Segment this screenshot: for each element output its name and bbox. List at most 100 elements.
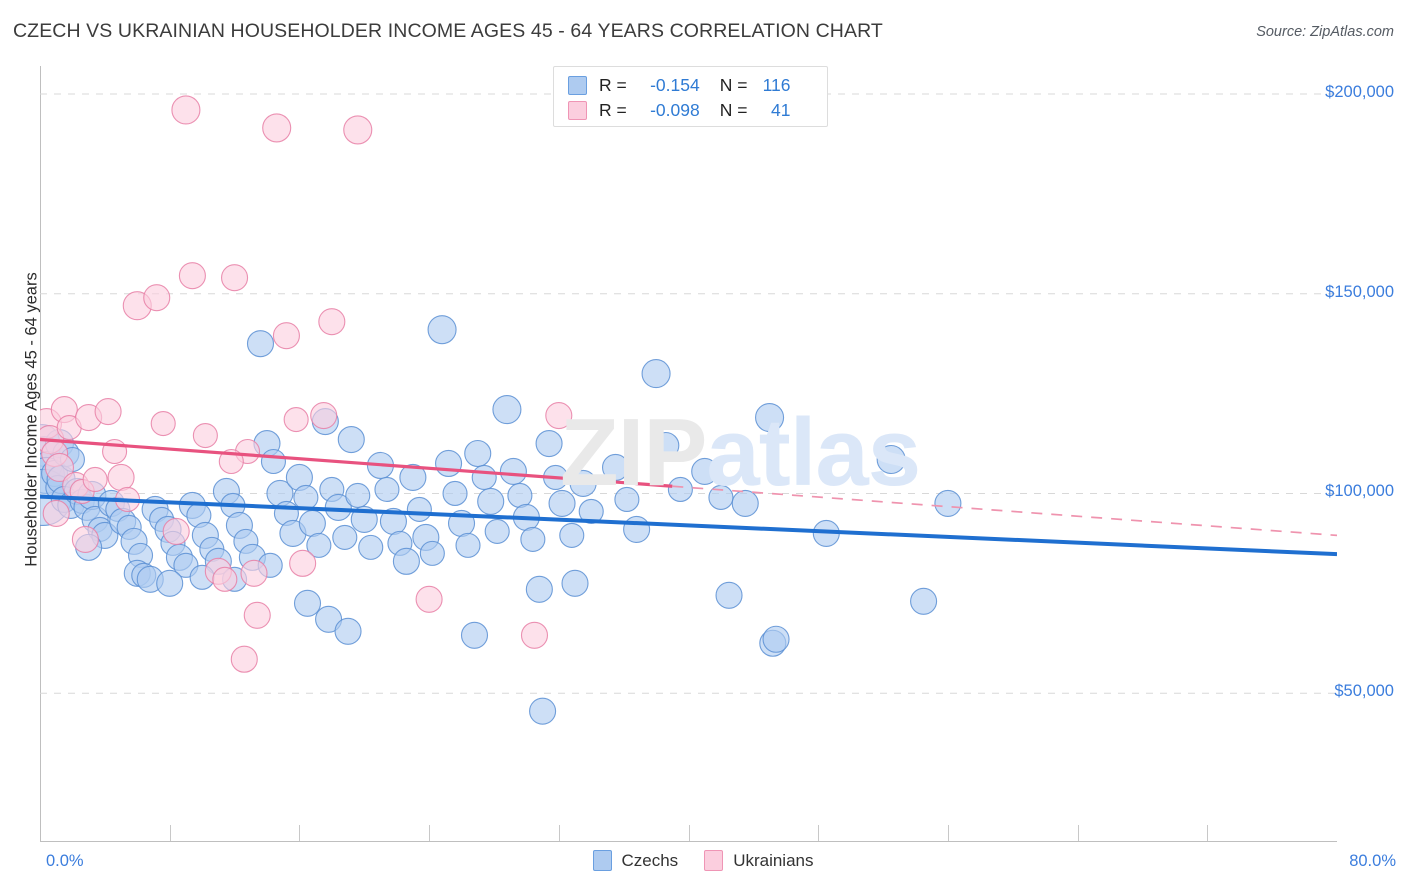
data-point[interactable] [171,95,201,125]
data-point[interactable] [156,569,184,597]
data-point[interactable] [492,395,522,425]
data-point[interactable] [246,330,275,358]
data-point[interactable] [289,549,317,577]
data-point[interactable] [345,482,371,508]
data-point[interactable] [283,406,309,433]
data-point[interactable] [293,589,322,617]
data-point[interactable] [406,496,432,522]
data-point[interactable] [162,517,190,545]
data-point[interactable] [399,463,427,492]
data-point[interactable] [545,401,573,430]
data-point[interactable] [332,524,358,550]
data-point[interactable] [306,532,332,558]
data-point[interactable] [691,457,719,486]
data-point[interactable] [71,525,99,553]
data-point[interactable] [731,489,759,517]
data-point[interactable] [143,284,171,312]
data-point[interactable] [419,540,445,566]
data-point[interactable] [460,621,489,649]
data-point[interactable] [484,518,510,544]
data-point[interactable] [715,581,743,609]
data-point[interactable] [525,575,553,603]
x-axis-tick [558,825,560,841]
data-point[interactable] [442,480,468,506]
data-point[interactable] [310,401,338,430]
data-point[interactable] [315,605,343,633]
data-point[interactable] [708,484,734,510]
data-point[interactable] [559,522,585,548]
data-point[interactable] [667,476,693,503]
x-axis-tick [947,825,949,841]
data-point[interactable] [374,476,400,503]
data-point[interactable] [44,452,75,483]
x-axis-line [40,841,1337,842]
data-point[interactable] [455,532,481,558]
y-axis-tick-label: $50,000 [1334,682,1394,701]
data-point[interactable] [262,113,292,143]
data-point[interactable] [358,534,384,560]
data-point[interactable] [392,547,420,575]
data-point[interactable] [471,464,497,491]
data-point[interactable] [601,453,630,482]
x-axis-tick [169,825,171,841]
legend-item-czechs[interactable]: Czechs [592,850,678,871]
series-legend: Czechs Ukrainians [0,850,1406,871]
data-point[interactable] [260,448,287,475]
data-point[interactable] [578,498,604,524]
legend-czechs-swatch-icon [592,850,612,871]
data-point[interactable] [178,262,206,290]
data-point[interactable] [876,444,906,475]
data-point[interactable] [107,463,135,492]
data-point[interactable] [427,315,457,345]
data-point[interactable] [755,402,785,433]
czechs-swatch-icon [568,76,587,95]
y-axis-tick-label: $100,000 [1325,482,1394,501]
data-point[interactable] [499,457,527,486]
data-point[interactable] [614,486,640,512]
data-point[interactable] [94,398,122,426]
data-point[interactable] [477,487,505,515]
data-point[interactable] [535,429,563,458]
data-point[interactable] [762,625,790,653]
data-point[interactable] [507,482,533,508]
correlation-row-czechs: R = -0.154 N = 116 [568,73,817,98]
data-point[interactable] [641,359,671,389]
data-point[interactable] [910,587,938,615]
data-point[interactable] [298,509,326,537]
data-point[interactable] [520,621,549,649]
plot-area [40,66,1337,841]
data-point[interactable] [318,308,346,336]
data-point[interactable] [42,499,70,527]
data-point[interactable] [150,410,176,437]
data-point[interactable] [435,449,463,478]
data-point[interactable] [415,585,443,613]
legend-ukrainians-label: Ukrainians [733,850,814,870]
data-point[interactable] [212,566,238,592]
data-point[interactable] [529,697,557,725]
data-point[interactable] [82,466,108,493]
ukrainians-n-value: 41 [771,100,791,120]
data-point[interactable] [520,526,546,552]
data-point[interactable] [337,425,365,454]
data-point[interactable] [230,645,258,673]
data-point[interactable] [652,431,680,460]
data-point[interactable] [221,264,249,292]
legend-item-ukrainians[interactable]: Ukrainians [704,850,814,871]
data-point[interactable] [293,484,319,510]
data-point[interactable] [934,489,962,517]
czechs-r-label: R = [599,75,627,95]
data-point[interactable] [343,115,373,145]
data-point[interactable] [464,439,492,468]
x-axis-min-label: 0.0% [46,852,84,870]
data-point[interactable] [623,515,651,543]
data-point[interactable] [240,559,268,587]
czechs-n-value: 116 [762,75,791,95]
data-point[interactable] [192,422,218,449]
ukrainians-n-label: N = [719,100,748,120]
data-point[interactable] [272,322,300,350]
data-point[interactable] [561,569,589,597]
data-point[interactable] [334,617,362,645]
data-point[interactable] [569,469,597,498]
data-point[interactable] [243,601,271,629]
data-point[interactable] [548,489,576,517]
